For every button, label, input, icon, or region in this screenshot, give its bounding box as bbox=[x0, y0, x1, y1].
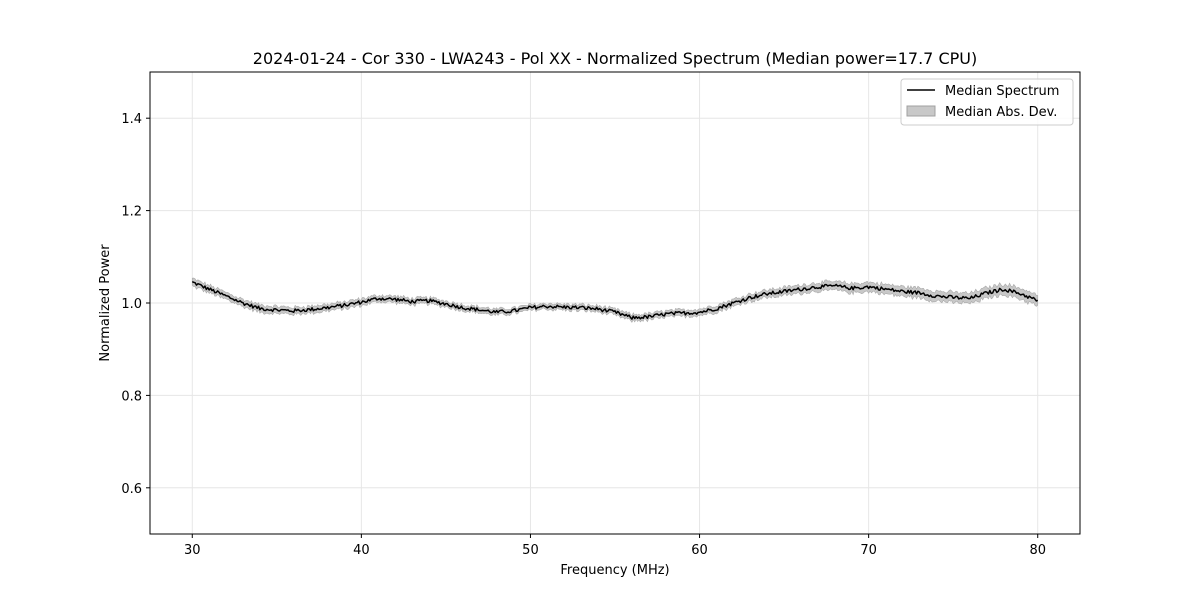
legend-box bbox=[900, 78, 1074, 126]
chart-title: 2024-01-24 - Cor 330 - LWA243 - Pol XX -… bbox=[253, 49, 977, 68]
median-spectrum-line bbox=[191, 280, 1039, 320]
x-axis-label: Frequency (MHz) bbox=[560, 563, 669, 578]
legend-label-median-abs-dev: Median Abs. Dev. bbox=[945, 105, 1057, 120]
x-tick-label: 30 bbox=[184, 543, 201, 558]
x-tick-label: 80 bbox=[1029, 543, 1046, 558]
y-tick-label: 1.4 bbox=[121, 112, 142, 127]
y-tick-label: 0.8 bbox=[121, 389, 142, 404]
median-line-group bbox=[191, 280, 1039, 320]
x-tick-label: 70 bbox=[860, 543, 877, 558]
y-axis-label: Normalized Power bbox=[98, 244, 113, 362]
x-axis: 30 40 50 60 70 80 bbox=[184, 534, 1046, 558]
mad-band-group bbox=[191, 277, 1039, 323]
x-tick-label: 40 bbox=[353, 543, 370, 558]
y-tick-label: 1.2 bbox=[121, 205, 142, 220]
x-tick-label: 50 bbox=[522, 543, 539, 558]
x-tick-label: 60 bbox=[691, 543, 708, 558]
median-abs-dev-band bbox=[191, 277, 1039, 323]
legend: Median Spectrum Median Abs. Dev. bbox=[900, 78, 1074, 126]
legend-band-swatch bbox=[906, 105, 936, 117]
legend-label-median-spectrum: Median Spectrum bbox=[945, 84, 1059, 99]
y-tick-label: 1.0 bbox=[121, 297, 142, 312]
y-axis: 0.6 0.8 1.0 1.2 1.4 bbox=[121, 112, 150, 497]
y-tick-label: 0.6 bbox=[121, 482, 142, 497]
